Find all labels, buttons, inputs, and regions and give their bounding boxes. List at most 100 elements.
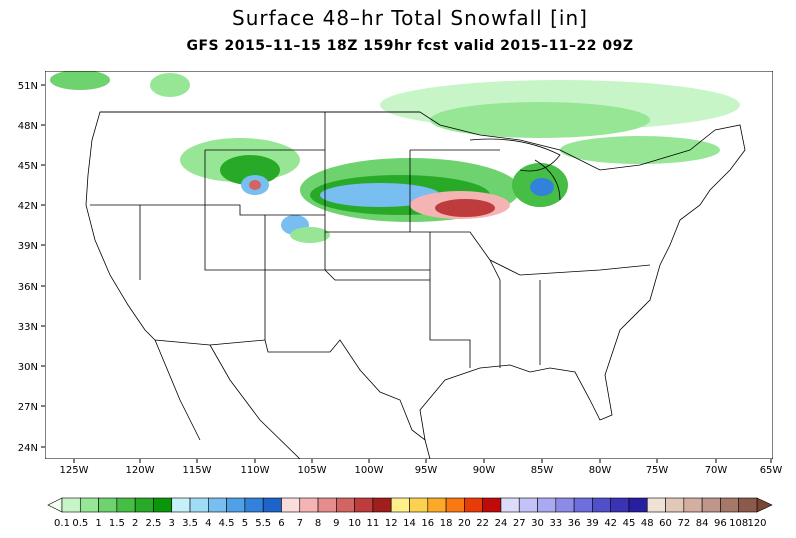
colorbar-box <box>208 497 227 513</box>
colorbar-box <box>336 497 355 513</box>
lat-label: 51N <box>18 81 38 92</box>
colorbar-label: 1 <box>95 518 101 529</box>
colorbar-label: 9 <box>333 518 339 529</box>
colorbar-label: 30 <box>531 518 544 529</box>
colorbar-label: 6 <box>278 518 284 529</box>
colorbar-label: 108 <box>729 518 748 529</box>
colorbar-label: 33 <box>549 518 562 529</box>
lat-label: 39N <box>18 241 38 252</box>
colorbar-box <box>464 497 483 513</box>
colorbar-box <box>646 497 666 513</box>
colorbar-box <box>61 497 81 513</box>
lon-label: 95W <box>415 465 438 476</box>
colorbar-box <box>281 497 301 513</box>
colorbar-box <box>372 497 392 513</box>
colorbar-label: 11 <box>367 518 380 529</box>
colorbar-label: 14 <box>403 518 416 529</box>
colorbar-box <box>189 497 209 513</box>
colorbar-box <box>116 497 136 513</box>
colorbar-box <box>683 497 703 513</box>
lon-label: 100W <box>355 465 384 476</box>
colorbar-box <box>738 497 758 513</box>
lon-label: 115W <box>183 465 212 476</box>
colorbar-box <box>665 497 685 513</box>
colorbar-label: 5.5 <box>255 518 271 529</box>
colorbar-box <box>244 497 264 513</box>
title: Surface 48–hr Total Snowfall [in] <box>232 6 588 30</box>
colorbar-box <box>628 497 648 513</box>
lon-label: 90W <box>473 465 496 476</box>
colorbar-label: 3 <box>169 518 175 529</box>
colorbar-box <box>555 497 575 513</box>
colorbar-label: 2 <box>132 518 138 529</box>
colorbar-label: 4 <box>205 518 211 529</box>
colorbar-label: 0.5 <box>72 518 88 529</box>
lon-label: 110W <box>241 465 270 476</box>
map-area <box>45 71 773 459</box>
colorbar-label: 20 <box>458 518 471 529</box>
colorbar-label: 16 <box>421 518 434 529</box>
colorbar-over <box>756 497 773 513</box>
colorbar-label: 42 <box>604 518 617 529</box>
colorbar-label: 84 <box>696 518 709 529</box>
colorbar-label: 39 <box>586 518 599 529</box>
colorbar-label: 0.1 <box>54 518 70 529</box>
colorbar-label: 36 <box>568 518 581 529</box>
colorbar-box <box>720 497 740 513</box>
lon-label: 105W <box>298 465 327 476</box>
colorbar-box <box>573 497 593 513</box>
colorbar-label: 18 <box>440 518 453 529</box>
lon-label: 70W <box>705 465 728 476</box>
colorbar-box <box>317 497 337 513</box>
colorbar-label: 48 <box>641 518 654 529</box>
lat-label: 30N <box>18 362 38 373</box>
lon-label: 80W <box>589 465 612 476</box>
colorbar-box <box>390 497 410 513</box>
colorbar-label: 22 <box>476 518 489 529</box>
colorbar-label: 8 <box>315 518 321 529</box>
colorbar-label: 2.5 <box>145 518 161 529</box>
colorbar-label: 45 <box>623 518 636 529</box>
lat-label: 27N <box>18 402 38 413</box>
lat-label: 33N <box>18 322 38 333</box>
colorbar-label: 24 <box>495 518 508 529</box>
colorbar-box <box>427 497 447 513</box>
lat-label: 24N <box>18 443 38 454</box>
colorbar-label: 7 <box>297 518 303 529</box>
lon-label: 85W <box>531 465 554 476</box>
subtitle: GFS 2015–11–15 18Z 159hr fcst valid 2015… <box>186 38 633 54</box>
colorbar-box <box>262 497 282 513</box>
lat-label: 48N <box>18 121 38 132</box>
colorbar-under <box>47 497 63 513</box>
lat-label: 36N <box>18 282 38 293</box>
lat-label: 42N <box>18 201 38 212</box>
colorbar-box <box>153 497 173 513</box>
colorbar-label: 72 <box>677 518 690 529</box>
colorbar-box <box>482 497 502 513</box>
colorbar: 0.1 0.5 1 1.5 2 2.5 3 3.5 4 4.5 5 5.5 6 7 8 9 10 11 12 14 16… <box>47 497 773 529</box>
colorbar-box <box>537 497 557 513</box>
colorbar-box <box>98 497 118 513</box>
colorbar-box <box>226 497 246 513</box>
boundaries <box>85 111 746 459</box>
colorbar-box <box>518 497 538 513</box>
colorbar-label: 60 <box>659 518 672 529</box>
colorbar-label: 120 <box>747 518 766 529</box>
colorbar-box <box>610 497 630 513</box>
colorbar-box <box>701 497 721 513</box>
colorbar-box <box>500 497 520 513</box>
lon-label: 65W <box>760 465 783 476</box>
colorbar-box <box>445 497 465 513</box>
axes: 51N 48N 45N 42N 39N 36N 33N 30N 27N 24N 125W 120W 11… <box>18 81 783 476</box>
lat-label: 45N <box>18 161 38 172</box>
colorbar-box <box>354 497 374 513</box>
lon-label: 125W <box>60 465 89 476</box>
colorbar-label: 96 <box>714 518 727 529</box>
colorbar-box <box>171 497 191 513</box>
lon-label: 120W <box>126 465 155 476</box>
colorbar-label: 27 <box>513 518 526 529</box>
colorbar-box <box>409 497 429 513</box>
colorbar-label: 5 <box>242 518 248 529</box>
